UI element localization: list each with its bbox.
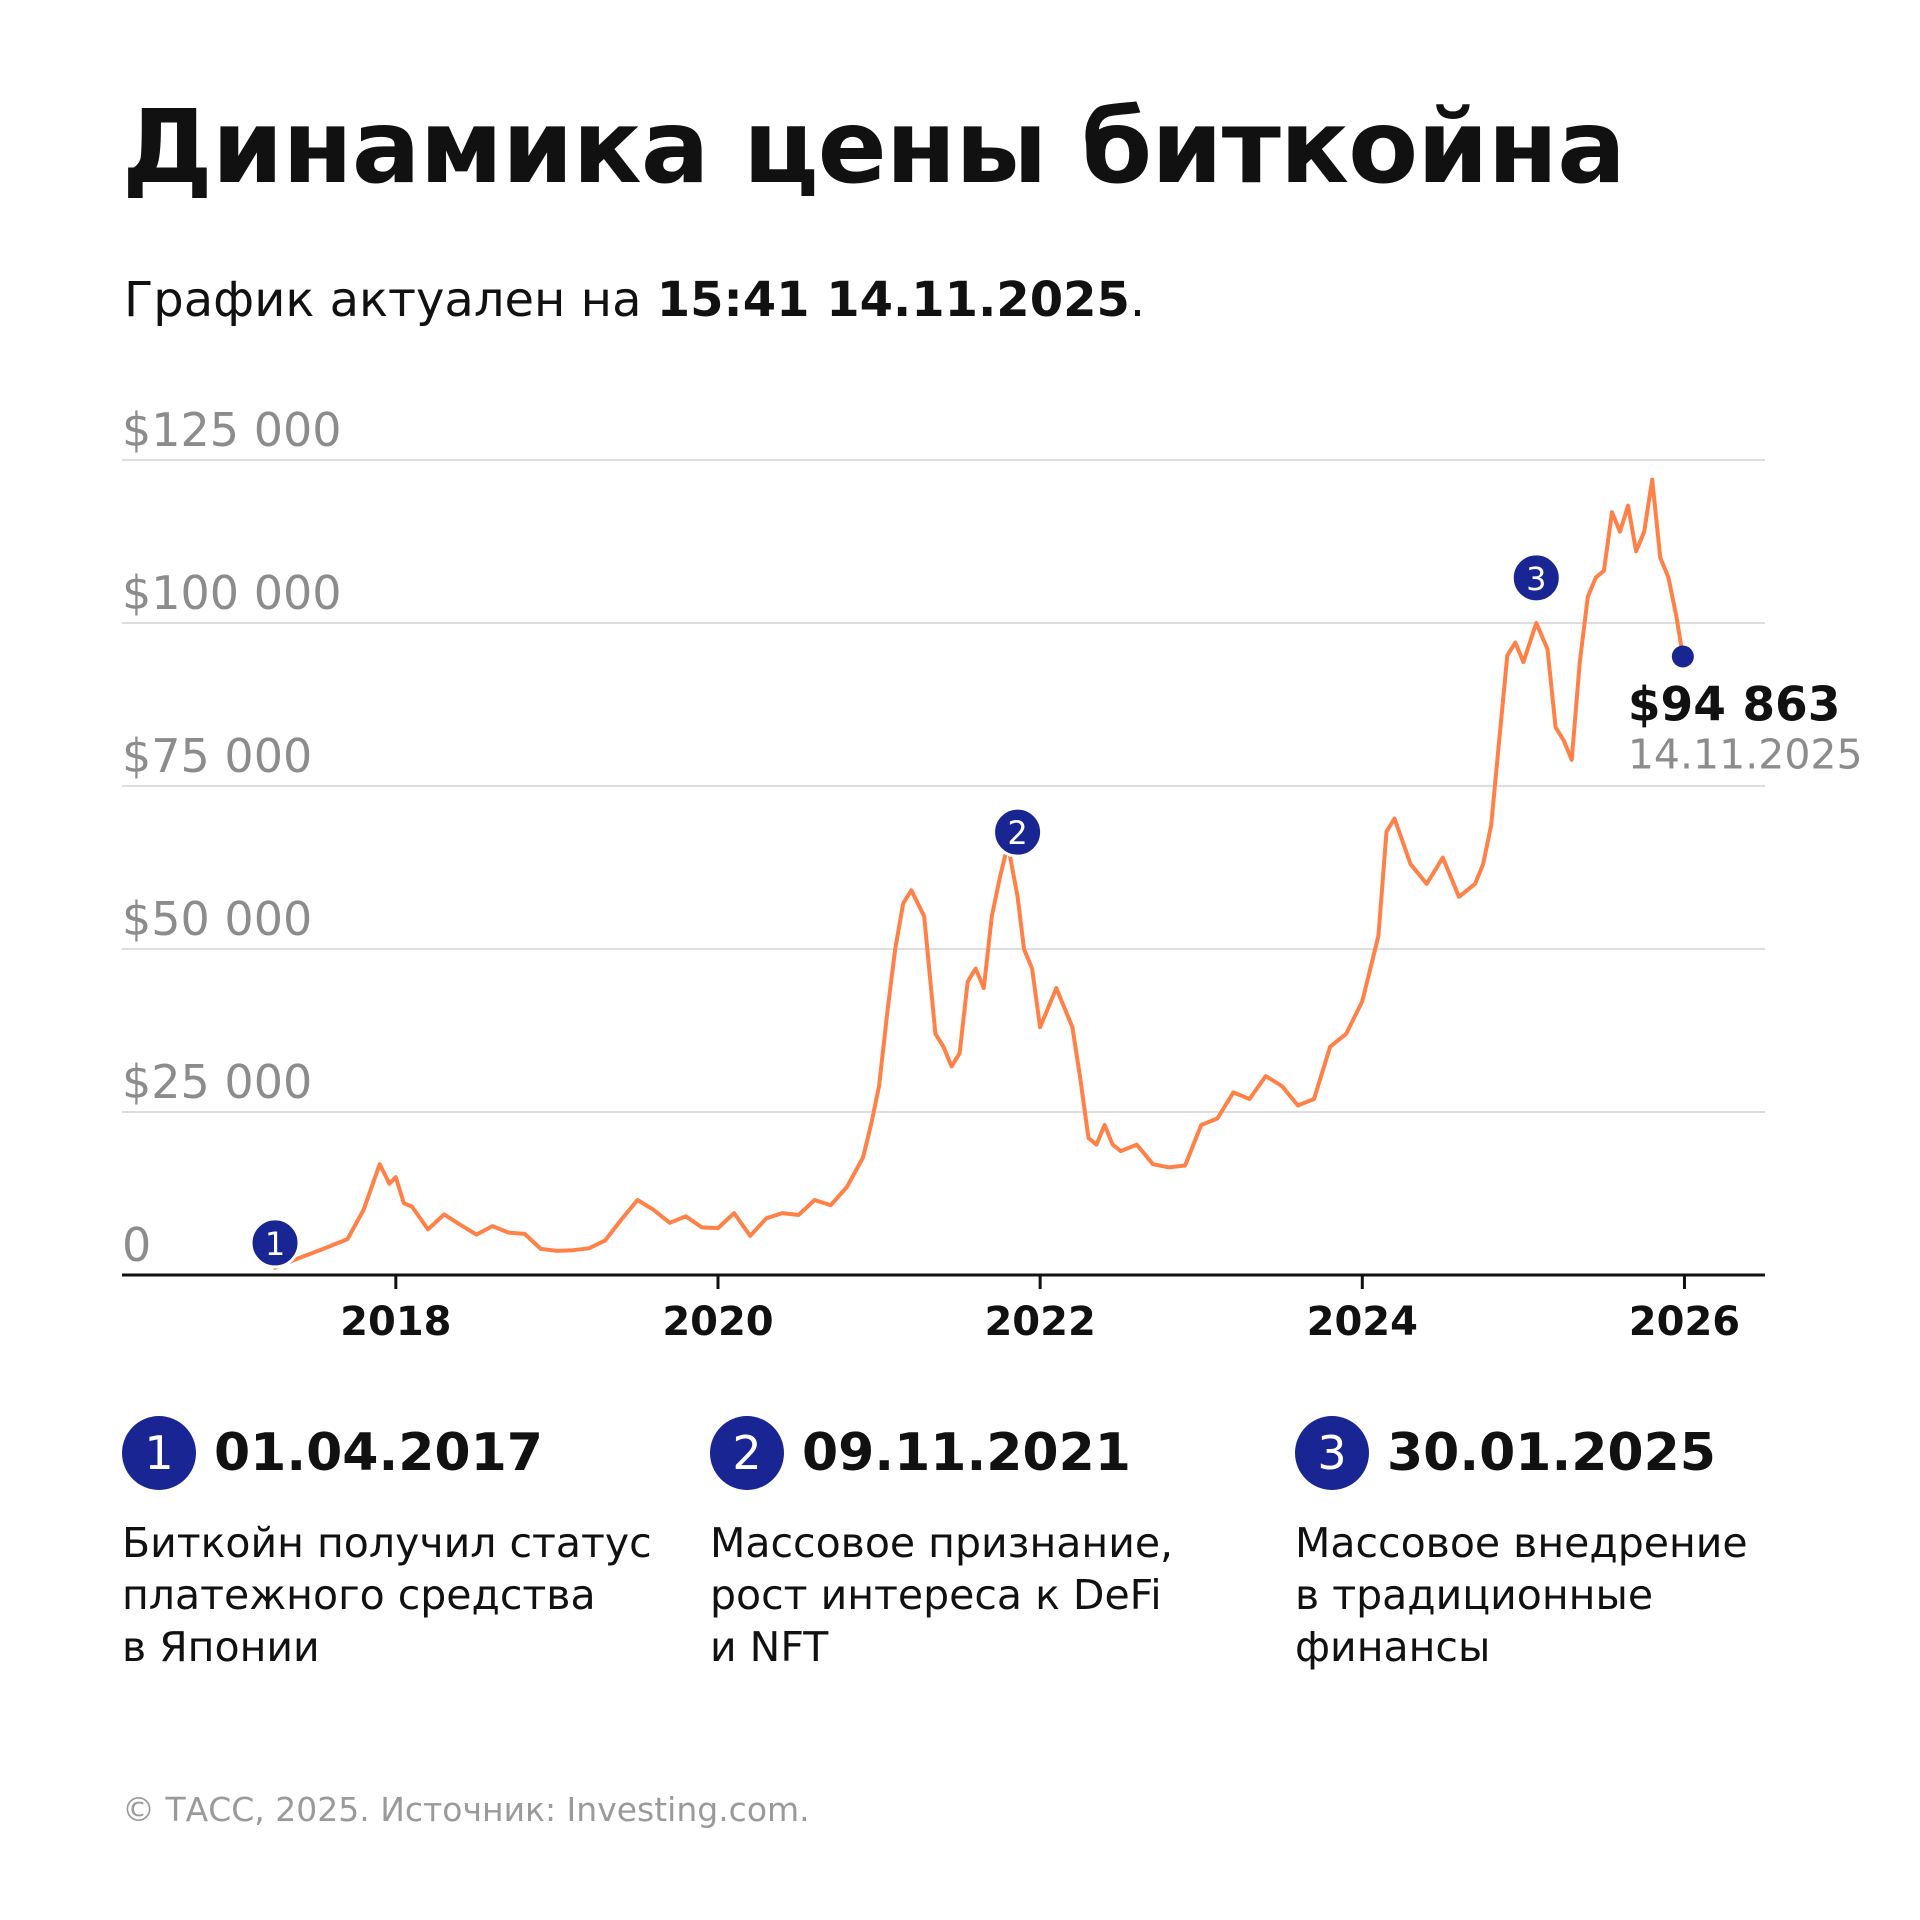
last-price-label: $94 863: [1628, 677, 1841, 732]
event-markers: 1 2 3: [249, 552, 1562, 1269]
x-tick-label: 2026: [1629, 1299, 1740, 1345]
subtitle-suffix: .: [1129, 272, 1146, 328]
chart-subtitle: График актуален на 15:41 14.11.2025.: [124, 272, 1145, 330]
event-badge-3: 3: [1295, 1416, 1369, 1490]
event-marker-label: 1: [265, 1225, 285, 1263]
event-desc-line: платежного средства: [122, 1571, 596, 1619]
event-date-2: 09.11.2021: [802, 1423, 1131, 1483]
event-desc-line: в Японии: [122, 1623, 320, 1671]
event-marker-label: 2: [1007, 814, 1027, 852]
event-marker-1: [249, 1217, 301, 1269]
event-desc-line: рост интереса к DeFi: [710, 1571, 1162, 1619]
y-tick-label: $125 000: [122, 403, 342, 457]
event-desc-line: Массовое признание,: [710, 1519, 1174, 1567]
x-tick-label: 2018: [340, 1299, 451, 1345]
x-tick-label: 2020: [662, 1299, 773, 1345]
y-tick-label: 0: [122, 1218, 151, 1272]
event-card-1: 1 01.04.2017 Биткойн получил статус плат…: [122, 1415, 682, 1673]
event-date-3: 30.01.2025: [1387, 1423, 1716, 1483]
y-tick-label: $25 000: [122, 1055, 312, 1109]
event-card-2: 2 09.11.2021 Массовое признание, рост ин…: [710, 1415, 1270, 1673]
event-desc-line: Биткойн получил статус: [122, 1519, 652, 1567]
event-marker-2: [992, 806, 1044, 858]
x-axis-ticks: 2018 2020 2022 2024 2026: [340, 1275, 1740, 1345]
x-tick-label: 2024: [1307, 1299, 1418, 1345]
price-line: [273, 477, 1685, 1270]
grid-lines: [122, 459, 1765, 1113]
event-date-1: 01.04.2017: [214, 1423, 543, 1483]
subtitle-time: 15:41 14.11.2025: [656, 272, 1130, 328]
event-description-2: Массовое признание, рост интереса к DeFi…: [710, 1517, 1270, 1673]
source-note: © ТАСС, 2025. Источник: Investing.com.: [122, 1790, 810, 1829]
event-marker-3: [1510, 552, 1562, 604]
y-tick-label: $100 000: [122, 566, 342, 620]
price-chart: $125 000 $100 000 $75 000 $50 000 $25 000 0 2…: [122, 403, 1863, 1345]
event-description-1: Биткойн получил статус платежного средст…: [122, 1517, 682, 1673]
event-desc-line: финансы: [1295, 1623, 1491, 1671]
event-desc-line: Массовое внедрение: [1295, 1519, 1748, 1567]
event-card-3: 3 30.01.2025 Массовое внедрение в традиц…: [1295, 1415, 1855, 1673]
event-badge-2: 2: [710, 1416, 784, 1490]
y-tick-label: $75 000: [122, 729, 312, 783]
page-title: Динамика цены биткойна: [122, 88, 1626, 207]
y-tick-label: $50 000: [122, 892, 312, 946]
event-desc-line: и NFT: [710, 1623, 829, 1671]
event-description-3: Массовое внедрение в традиционные финанс…: [1295, 1517, 1855, 1673]
event-desc-line: в традиционные: [1295, 1571, 1654, 1619]
event-badge-1: 1: [122, 1416, 196, 1490]
event-marker-label: 3: [1526, 560, 1546, 598]
subtitle-prefix: График актуален на: [124, 272, 657, 328]
last-price-date: 14.11.2025: [1628, 730, 1863, 778]
x-tick-label: 2022: [984, 1299, 1095, 1345]
y-axis-labels: $125 000 $100 000 $75 000 $50 000 $25 000 0: [122, 403, 342, 1272]
last-price-dot: [1671, 645, 1694, 668]
